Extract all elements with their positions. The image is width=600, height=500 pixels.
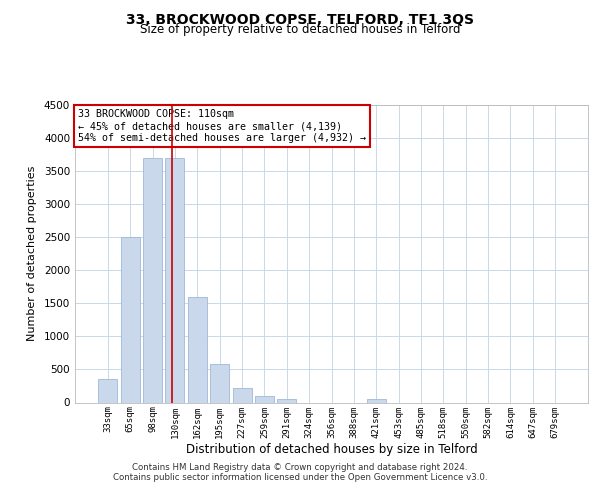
Bar bbox=[121, 237, 140, 402]
Text: Contains HM Land Registry data © Crown copyright and database right 2024.: Contains HM Land Registry data © Crown c… bbox=[132, 462, 468, 471]
Text: 33, BROCKWOOD COPSE, TELFORD, TF1 3QS: 33, BROCKWOOD COPSE, TELFORD, TF1 3QS bbox=[126, 12, 474, 26]
Bar bbox=[98, 380, 118, 402]
Bar bbox=[210, 364, 229, 403]
Text: Contains public sector information licensed under the Open Government Licence v3: Contains public sector information licen… bbox=[113, 472, 487, 482]
Bar bbox=[367, 399, 386, 402]
Bar bbox=[255, 396, 274, 402]
Text: Size of property relative to detached houses in Telford: Size of property relative to detached ho… bbox=[140, 24, 460, 36]
Bar bbox=[277, 399, 296, 402]
Bar bbox=[188, 296, 207, 403]
Text: 33 BROCKWOOD COPSE: 110sqm
← 45% of detached houses are smaller (4,139)
54% of s: 33 BROCKWOOD COPSE: 110sqm ← 45% of deta… bbox=[77, 110, 365, 142]
Bar bbox=[166, 158, 184, 402]
Y-axis label: Number of detached properties: Number of detached properties bbox=[27, 166, 37, 342]
X-axis label: Distribution of detached houses by size in Telford: Distribution of detached houses by size … bbox=[185, 443, 478, 456]
Bar bbox=[233, 388, 251, 402]
Bar bbox=[143, 158, 162, 402]
